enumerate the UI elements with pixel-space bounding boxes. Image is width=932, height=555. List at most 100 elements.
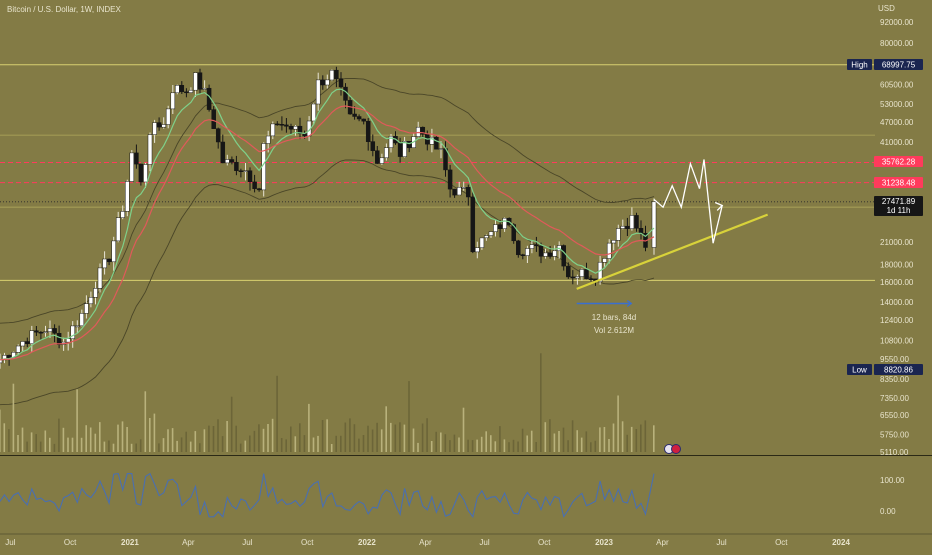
candle-body — [361, 118, 366, 122]
candle-body — [220, 141, 226, 164]
us-flag-icon[interactable] — [664, 444, 681, 454]
candle-body — [620, 225, 626, 229]
volume-bar — [294, 436, 297, 452]
volume-bar — [471, 440, 474, 452]
volume-bar — [521, 428, 524, 452]
price-tick-label: 6550.00 — [880, 411, 909, 420]
high-badge-value: 68997.75 — [882, 61, 916, 70]
volume-bar — [344, 422, 347, 452]
candle-body — [115, 217, 121, 242]
candle-body — [47, 328, 53, 332]
volume-bar — [558, 431, 560, 452]
candle-body — [93, 288, 98, 298]
candle-body — [125, 181, 130, 212]
volume-bar — [403, 424, 406, 452]
candle-body — [120, 211, 125, 218]
volume-bar — [430, 441, 433, 452]
volume-bar — [480, 436, 483, 452]
volume-bar — [149, 418, 151, 452]
candle-body — [488, 231, 494, 236]
time-tick-label: 2022 — [358, 538, 376, 547]
candle-body — [38, 331, 44, 334]
volume-bar — [162, 438, 165, 452]
volume-bar — [199, 443, 201, 452]
volume-bar — [76, 389, 78, 452]
candle-body — [65, 338, 71, 343]
candle-body — [438, 148, 444, 150]
candle-body — [479, 237, 485, 248]
channel-upper-line — [0, 78, 655, 324]
candle-body — [529, 244, 535, 249]
candle-body — [365, 120, 371, 142]
volume-bar — [112, 443, 115, 452]
horizontal-levels — [0, 64, 875, 281]
candle-body — [602, 258, 607, 263]
candle-body — [79, 313, 85, 327]
currency-label: USD — [878, 4, 895, 13]
candle-body — [0, 359, 3, 364]
candles[interactable] — [0, 66, 657, 369]
time-tick-label: 2024 — [832, 538, 850, 547]
volume-bar — [426, 418, 428, 452]
volume-bar — [39, 441, 42, 452]
volume-bar — [253, 430, 256, 452]
volume-bar — [458, 437, 460, 452]
volume-bar — [490, 435, 492, 452]
volume-bar — [167, 429, 169, 452]
volume-bar — [312, 437, 315, 452]
low-badge: Low 8820.86 — [847, 364, 923, 375]
ascending-trendline[interactable] — [576, 213, 769, 290]
candle-body — [552, 250, 557, 257]
price-axis[interactable]: 92000.00 80000.00 60500.00 53000.00 47000.00… — [880, 18, 914, 457]
volume-bar — [244, 440, 247, 452]
volume-bar — [0, 409, 1, 452]
level-2-badge-box — [874, 177, 923, 188]
volume-bar — [171, 428, 174, 452]
time-tick-label: Apr — [419, 538, 432, 547]
candle-body — [193, 72, 198, 91]
volume-bar — [421, 423, 424, 452]
candle-body — [497, 224, 503, 229]
candle-body — [502, 217, 507, 229]
volume-bar — [44, 430, 47, 452]
price-tick-label: 21000.00 — [880, 238, 914, 247]
candle-body — [165, 108, 171, 125]
drawings[interactable] — [576, 159, 769, 308]
volume-bar — [99, 422, 101, 452]
candle-body — [638, 228, 644, 234]
candle-body — [466, 187, 471, 198]
volume-bar — [644, 420, 647, 452]
volume-bar — [553, 433, 556, 452]
oscillator-tick-label: 0.00 — [880, 507, 896, 516]
volume-bar — [3, 423, 6, 452]
volume-bar — [594, 440, 597, 452]
level-1-badge-value: 35762.28 — [882, 158, 916, 167]
ema-fast-line — [0, 88, 655, 361]
volume-bar — [285, 439, 287, 452]
time-axis[interactable]: Jul Oct 2021 Apr Jul Oct 2022 Apr Jul Oct 2023 Apr J… — [5, 538, 850, 547]
symbol-title: Bitcoin / U.S. Dollar, 1W, INDEX — [7, 5, 121, 14]
candle-body — [56, 333, 62, 345]
candle-body — [566, 265, 571, 278]
candle-body — [215, 128, 221, 143]
volume-bar — [540, 353, 542, 452]
candle-body — [97, 267, 103, 289]
low-badge-value-box — [874, 364, 923, 375]
candle-body — [520, 254, 526, 256]
candle-body — [475, 247, 480, 253]
volume-bar — [503, 439, 506, 452]
candle-body — [161, 124, 166, 128]
price-tick-label: 12400.00 — [880, 316, 914, 325]
volume-bar — [576, 430, 578, 452]
volume-bar — [599, 427, 601, 452]
volume-bar — [262, 428, 265, 452]
volume-bar — [135, 443, 137, 452]
candle-body — [52, 328, 57, 334]
time-tick-label: Apr — [656, 538, 669, 547]
ema-slow-line — [0, 105, 655, 361]
volume-bar — [603, 427, 606, 452]
volume-bar — [562, 427, 565, 452]
candle-body — [356, 116, 362, 120]
projection-path[interactable] — [653, 159, 723, 244]
